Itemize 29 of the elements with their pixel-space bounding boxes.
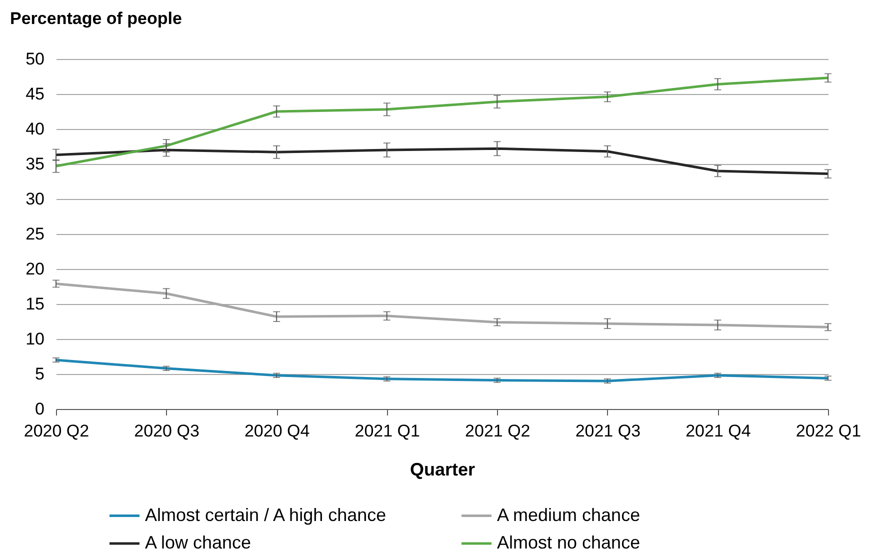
- line-series: [54, 76, 830, 168]
- x-tick-label: 2021 Q4: [686, 422, 751, 440]
- legend-label: Almost no chance: [497, 532, 640, 551]
- x-tick-label: 2021 Q1: [354, 422, 420, 440]
- y-tick-label: 45: [26, 84, 44, 104]
- y-tick-label: 5: [35, 364, 44, 384]
- x-tick-label: 2022 Q1: [796, 422, 862, 440]
- chart-title: Percentage of people: [10, 9, 182, 28]
- y-tick-label: 20: [26, 260, 44, 278]
- legend-label: A low chance: [145, 532, 252, 551]
- line-series: [54, 147, 830, 176]
- x-tick-label: 2020 Q3: [134, 422, 200, 440]
- legend-label: Almost certain / A high chance: [145, 504, 386, 525]
- line-series: [54, 282, 830, 328]
- y-tick-label: 0: [35, 400, 44, 418]
- line-series: [54, 358, 830, 382]
- y-tick-label: 50: [26, 50, 44, 68]
- y-tick-label: 15: [26, 294, 44, 314]
- x-tick-label: 2020 Q2: [24, 422, 90, 440]
- y-tick-label: 40: [26, 120, 44, 138]
- legend-label: A medium chance: [497, 504, 640, 525]
- y-tick-label: 10: [26, 330, 44, 348]
- y-tick-label: 35: [26, 154, 44, 174]
- x-axis-title: Quarter: [410, 460, 476, 480]
- x-tick-label: 2021 Q2: [465, 422, 530, 440]
- x-tick-label: 2021 Q3: [575, 422, 641, 440]
- y-tick-label: 30: [26, 190, 44, 208]
- y-tick-label: 25: [26, 224, 44, 244]
- x-tick-label: 2020 Q4: [244, 422, 310, 440]
